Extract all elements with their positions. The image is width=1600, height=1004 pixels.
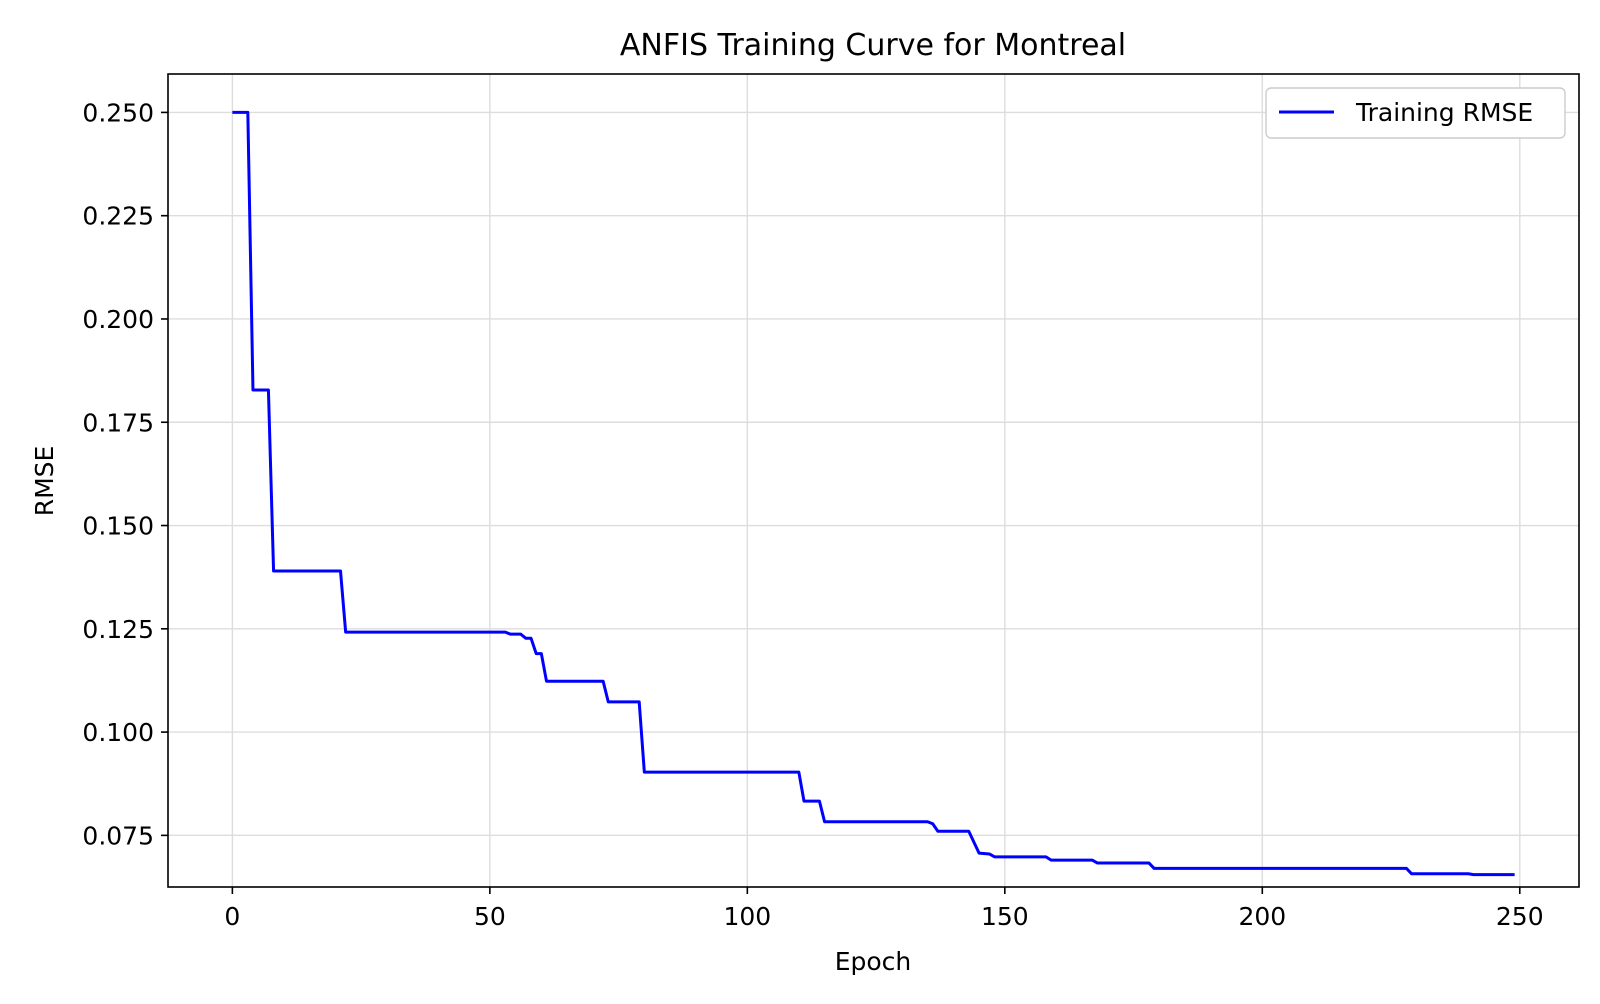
y-tick-label: 0.075 [82,821,154,850]
y-tick-label: 0.125 [82,615,154,644]
x-tick-label: 100 [723,902,771,931]
chart-title: ANFIS Training Curve for Montreal [620,28,1126,63]
legend: Training RMSE [1265,87,1566,139]
x-tick-label: 150 [981,902,1029,931]
x-tick-label: 200 [1238,902,1286,931]
y-tick-label: 0.100 [82,718,154,747]
series-line-training-rmse [232,110,1515,877]
x-tick-label: 0 [224,902,240,931]
x-tick-label: 250 [1496,902,1544,931]
y-tick-label: 0.200 [82,305,154,334]
legend-box [1265,87,1566,139]
y-axis-label: RMSE [30,446,59,517]
y-tick-label: 0.250 [82,98,154,127]
x-tick-label: 50 [474,902,506,931]
plot-area-frame [167,73,1580,888]
y-tick-label: 0.225 [82,202,154,231]
legend-label-training-rmse: Training RMSE [1355,98,1533,127]
y-tick-label: 0.150 [82,512,154,541]
x-axis-label: Epoch [835,947,912,976]
y-tick-label: 0.175 [82,408,154,437]
